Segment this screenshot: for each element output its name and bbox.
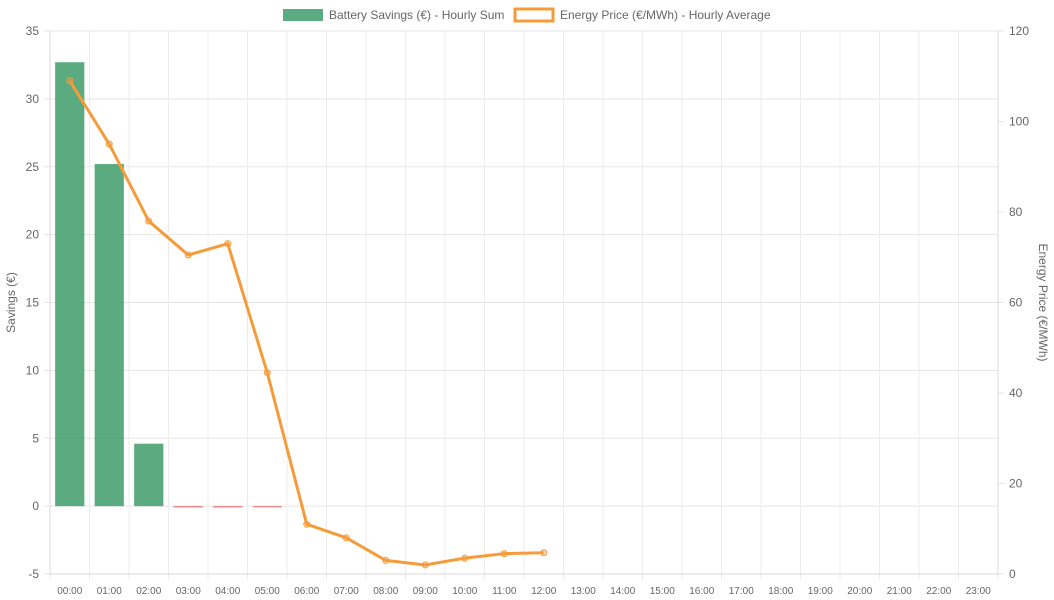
grid-lines bbox=[44, 30, 1004, 580]
y-left-tick-label: 35 bbox=[26, 24, 40, 38]
legend-label-savings: Battery Savings (€) - Hourly Sum bbox=[329, 8, 504, 22]
x-tick-label: 14:00 bbox=[610, 586, 635, 597]
x-tick-label: 02:00 bbox=[136, 586, 161, 597]
x-tick-label: 23:00 bbox=[966, 586, 991, 597]
legend-label-price: Energy Price (€/MWh) - Hourly Average bbox=[560, 8, 771, 22]
price-point bbox=[382, 556, 390, 564]
x-tick-label: 10:00 bbox=[452, 586, 477, 597]
legend: Battery Savings (€) - Hourly Sum Energy P… bbox=[283, 7, 771, 23]
y-left-axis-title: Savings (€) bbox=[4, 272, 18, 333]
y-right-tick-label: 40 bbox=[1009, 386, 1023, 400]
price-point bbox=[145, 217, 153, 225]
x-tick-label: 13:00 bbox=[571, 586, 596, 597]
price-point bbox=[105, 140, 113, 148]
x-tick-label: 08:00 bbox=[373, 586, 398, 597]
x-tick-label: 21:00 bbox=[887, 586, 912, 597]
price-point bbox=[184, 251, 192, 259]
y-left-tick-label: 20 bbox=[26, 228, 40, 242]
y-right-tick-label: 100 bbox=[1009, 115, 1029, 129]
price-point bbox=[342, 534, 350, 542]
y-left-tick-label: 10 bbox=[26, 363, 40, 377]
savings-bar bbox=[94, 164, 124, 507]
price-point bbox=[303, 520, 311, 528]
y-right-tick-label: 20 bbox=[1009, 477, 1023, 491]
y-left-tick-label: 25 bbox=[26, 160, 40, 174]
price-point bbox=[66, 77, 74, 85]
savings-bar bbox=[134, 443, 164, 507]
x-tick-label: 05:00 bbox=[255, 586, 280, 597]
savings-bars bbox=[55, 62, 282, 508]
price-point bbox=[224, 240, 232, 248]
y-right-tick-label: 60 bbox=[1009, 296, 1023, 310]
y-right-tick-label: 0 bbox=[1009, 567, 1016, 581]
x-tick-label: 11:00 bbox=[492, 586, 517, 597]
y-left-tick-label: 30 bbox=[26, 92, 40, 106]
y-left-tick-label: 0 bbox=[32, 499, 39, 513]
savings-bar bbox=[213, 506, 243, 508]
x-tick-label: 17:00 bbox=[729, 586, 754, 597]
price-point bbox=[500, 550, 508, 558]
price-line-path bbox=[68, 79, 544, 567]
x-tick-label: 06:00 bbox=[294, 586, 319, 597]
legend-swatch-price bbox=[513, 7, 555, 23]
price-point bbox=[461, 554, 469, 562]
x-tick-label: 15:00 bbox=[650, 586, 675, 597]
x-tick-label: 01:00 bbox=[97, 586, 122, 597]
x-tick-label: 03:00 bbox=[176, 586, 201, 597]
y-left-tick-label: 15 bbox=[26, 296, 40, 310]
x-tick-label: 20:00 bbox=[847, 586, 872, 597]
price-line bbox=[66, 77, 548, 569]
savings-bar bbox=[252, 506, 282, 508]
y-right-tick-label: 80 bbox=[1009, 205, 1023, 219]
y-left-tick-label: -5 bbox=[28, 567, 39, 581]
x-tick-label: 12:00 bbox=[531, 586, 556, 597]
price-point bbox=[540, 549, 548, 557]
savings-bar bbox=[55, 62, 85, 507]
legend-swatch-savings bbox=[283, 9, 323, 21]
x-tick-label: 22:00 bbox=[926, 586, 951, 597]
x-tick-label: 19:00 bbox=[808, 586, 833, 597]
x-tick-label: 18:00 bbox=[768, 586, 793, 597]
x-tick-label: 04:00 bbox=[215, 586, 240, 597]
x-tick-label: 16:00 bbox=[689, 586, 714, 597]
y-right-axis-title: Energy Price (€/MWh) bbox=[1036, 243, 1050, 361]
x-tick-label: 07:00 bbox=[334, 586, 359, 597]
y-left-tick-label: 5 bbox=[32, 431, 39, 445]
axes: -5 0 5 10 15 20 25 30 35 0 20 40 60 80 100 120 00:00 01:0… bbox=[4, 24, 1050, 597]
price-point bbox=[421, 561, 429, 569]
x-tick-label: 09:00 bbox=[413, 586, 438, 597]
savings-bar bbox=[173, 506, 203, 508]
price-point bbox=[263, 369, 271, 377]
x-tick-label: 00:00 bbox=[57, 586, 82, 597]
y-right-tick-label: 120 bbox=[1009, 24, 1029, 38]
